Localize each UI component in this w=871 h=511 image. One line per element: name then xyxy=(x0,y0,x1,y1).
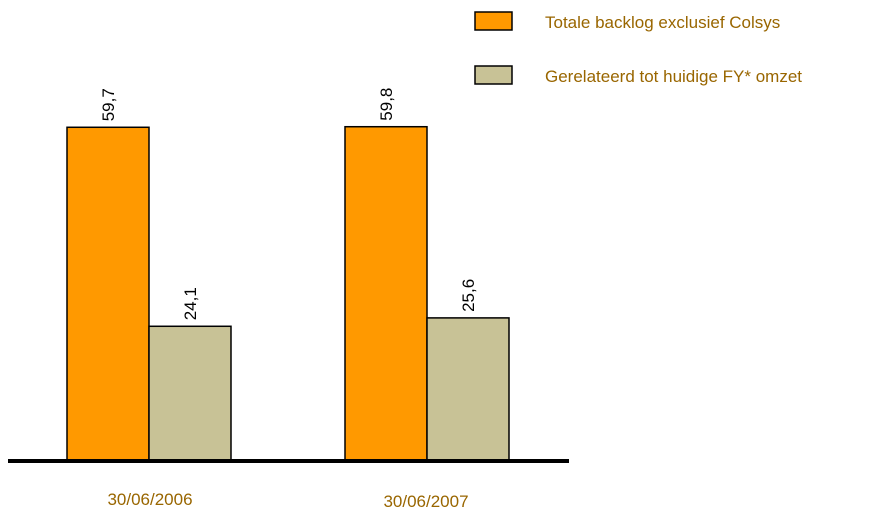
bar-s1-c1 xyxy=(426,317,510,462)
bar-s1-c0 xyxy=(148,325,232,462)
legend: Totale backlog exclusief Colsys Gerelate… xyxy=(474,11,802,86)
legend-swatch-related xyxy=(474,65,513,85)
value-labels-group: 59,7 59,8 24,1 25,6 xyxy=(99,88,478,321)
value-label-s0-c1: 59,8 xyxy=(377,88,396,121)
value-label-s1-c1: 25,6 xyxy=(459,279,478,312)
legend-swatch-backlog xyxy=(474,11,513,31)
bar-s0-c0 xyxy=(66,126,150,462)
category-labels-group: 30/06/2006 30/06/2007 xyxy=(107,490,468,511)
category-label-2006: 30/06/2006 xyxy=(107,490,192,509)
category-label-2007: 30/06/2007 xyxy=(383,492,468,511)
bars-group xyxy=(66,125,510,462)
legend-label-related: Gerelateerd tot huidige FY* omzet xyxy=(545,67,802,86)
legend-label-backlog: Totale backlog exclusief Colsys xyxy=(545,13,780,32)
bar-s0-c1 xyxy=(344,125,428,462)
value-label-s1-c0: 24,1 xyxy=(181,287,200,320)
value-label-s0-c0: 59,7 xyxy=(99,88,118,121)
